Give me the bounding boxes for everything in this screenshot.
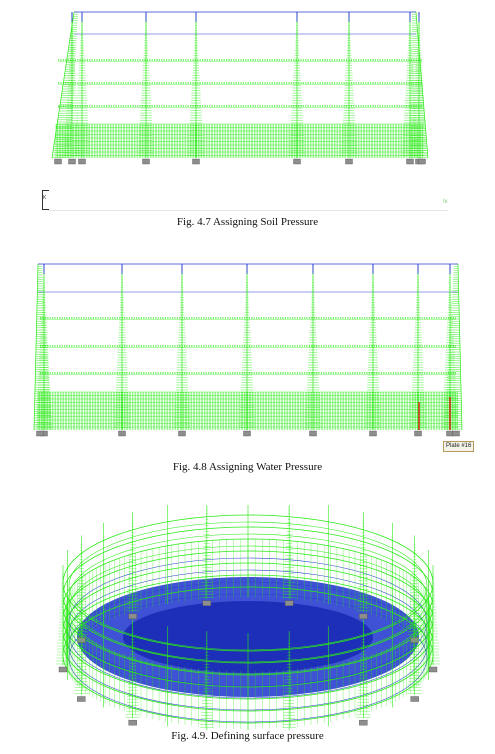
ring-support-block bbox=[128, 719, 137, 726]
support-block bbox=[78, 158, 86, 165]
surface-pressure-model bbox=[56, 505, 440, 730]
ring-support-block bbox=[410, 696, 419, 702]
support-block bbox=[243, 430, 251, 437]
figure-caption-soil-pressure: Fig. 4.7 Assigning Soil Pressure bbox=[176, 216, 319, 228]
support-block bbox=[406, 158, 414, 165]
support-block bbox=[54, 158, 62, 165]
ring-support-block bbox=[77, 696, 86, 702]
figure-water-pressure bbox=[0, 262, 495, 447]
soil-pressure-model bbox=[51, 11, 429, 165]
support-block bbox=[369, 430, 377, 437]
ring-support-block bbox=[58, 666, 68, 673]
ring-support-block bbox=[202, 600, 212, 606]
support-block bbox=[178, 430, 186, 437]
support-block bbox=[418, 158, 426, 165]
ring-support-block bbox=[410, 637, 419, 643]
support-block bbox=[192, 158, 200, 165]
figure-margin-left-marker-text: K bbox=[43, 195, 47, 201]
ring-support-block bbox=[428, 666, 438, 673]
ring-support-block bbox=[77, 637, 86, 643]
figure-surface-pressure bbox=[0, 505, 495, 730]
ring-support-block bbox=[359, 613, 368, 620]
plate-label-tag: Plate #16 bbox=[443, 441, 475, 452]
ring-support-block bbox=[359, 719, 368, 726]
support-block bbox=[345, 158, 353, 165]
water-pressure-model bbox=[33, 263, 463, 437]
support-block bbox=[414, 430, 422, 437]
figure-base-line bbox=[48, 210, 448, 211]
support-block bbox=[36, 430, 44, 437]
support-block bbox=[452, 430, 460, 437]
figure-caption-surface-pressure: Fig. 4.9. Defining surface pressure bbox=[171, 730, 324, 742]
wall-edge-left bbox=[51, 11, 75, 159]
wall-edge-right bbox=[457, 263, 463, 431]
figure-caption-water-pressure: Fig. 4.8 Assigning Water Pressure bbox=[172, 461, 323, 473]
support-block bbox=[293, 158, 301, 165]
support-block bbox=[68, 158, 76, 165]
figure-margin-left-marker bbox=[42, 190, 49, 210]
ring-support-block bbox=[284, 600, 294, 606]
wall-edge-right bbox=[415, 11, 429, 159]
support-block bbox=[118, 430, 126, 437]
wall-edge-left bbox=[33, 263, 39, 431]
figure-corner-marker: Ix bbox=[443, 199, 448, 205]
ring-support-block bbox=[128, 613, 137, 620]
support-block bbox=[142, 158, 150, 165]
figure-soil-pressure bbox=[0, 6, 495, 171]
support-block bbox=[309, 430, 317, 437]
